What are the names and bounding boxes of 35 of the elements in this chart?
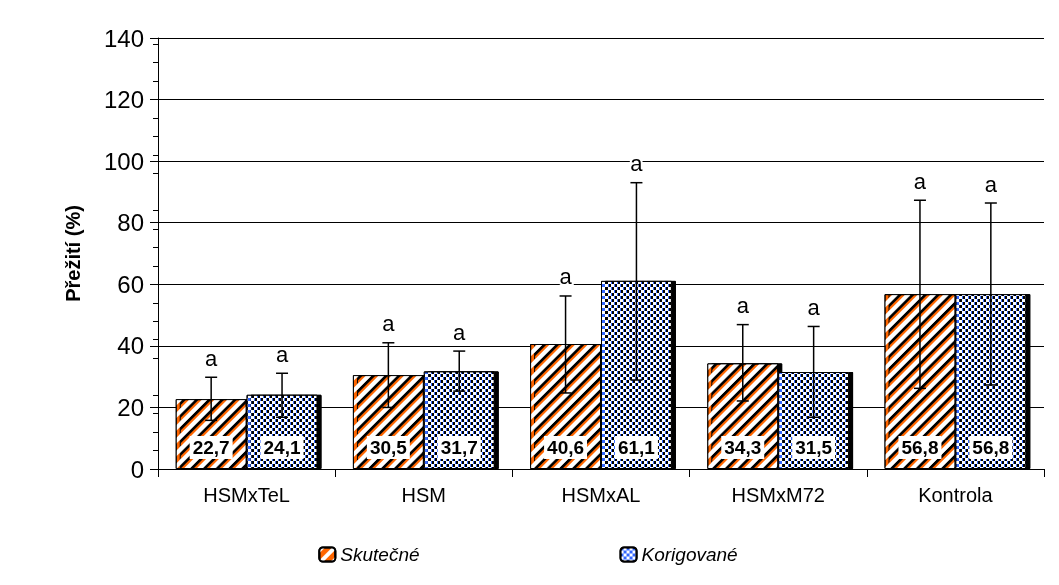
data-label: 31,7 [440, 437, 478, 458]
x-tick-label: Kontrola [918, 484, 994, 506]
y-tick-label: 120 [103, 86, 144, 114]
y-tick-label: 0 [130, 455, 144, 483]
y-tick-label: 20 [117, 393, 144, 421]
data-label: 56,8 [901, 437, 939, 458]
annotation: a [984, 171, 998, 197]
annotation: a [913, 168, 927, 194]
annotation: a [559, 264, 573, 290]
y-tick-label: 140 [103, 24, 144, 52]
x-tick-label: HSMxAL [561, 484, 641, 506]
data-label: 31,5 [795, 437, 833, 458]
y-axis-title: Přežití (%) [62, 205, 84, 302]
annotation: a [382, 311, 396, 337]
data-label: 56,8 [972, 437, 1010, 458]
y-tick-label: 100 [103, 147, 144, 175]
annotation: a [453, 319, 467, 345]
data-label: 40,6 [547, 437, 585, 458]
y-tick-label: 60 [117, 270, 144, 298]
x-tick-label: HSM [401, 484, 447, 506]
data-label: 22,7 [192, 437, 230, 458]
annotation: a [807, 294, 821, 320]
x-tick-label: HSMxM72 [731, 484, 825, 506]
legend-label: Skutečné [340, 544, 420, 565]
data-label: 30,5 [369, 437, 408, 458]
y-tick-label: 40 [117, 332, 144, 360]
data-label: 24,1 [263, 437, 301, 458]
annotation: a [205, 345, 219, 371]
y-tick-label: 80 [117, 209, 144, 237]
data-label: 61,1 [617, 437, 656, 458]
data-label: 34,3 [724, 437, 762, 458]
annotation: a [736, 293, 750, 319]
x-tick-label: HSMxTeL [203, 484, 290, 506]
annotation: a [275, 341, 289, 367]
legend-label: Korigované [641, 544, 738, 565]
